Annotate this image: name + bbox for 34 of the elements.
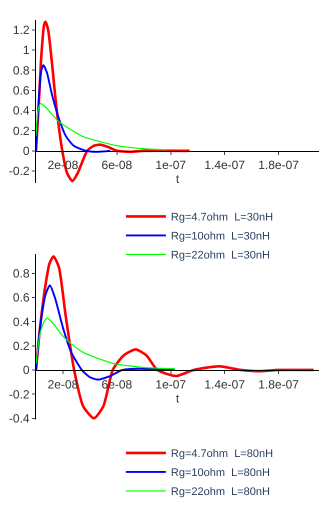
line-series [36,64,112,153]
x-axis-title: t [176,172,180,186]
y-tick-label: 1.2 [12,23,30,38]
y-tick-label: 0.4 [12,314,30,329]
y-tick-label: -0.2 [8,387,30,402]
legend-label: Rg=10ohm L=30nH [170,230,270,243]
x-tick-label: 1.4e-07 [204,158,246,172]
y-tick-label: -0.4 [8,412,30,426]
y-tick-label: 0.8 [12,63,30,78]
y-tick-label: 0.4 [12,104,30,118]
x-tick-label: 1e-07 [155,377,186,392]
x-tick-label: 1.8e-07 [258,377,300,392]
legend-label: Rg=4.7ohm L=80nH [170,448,274,460]
y-tick-label: 0 [22,363,30,378]
y-tick-label: 0.6 [12,290,30,305]
legend-label: Rg=22ohm L=80nH [170,486,270,498]
y-tick-label: 0.6 [12,84,30,98]
x-tick-label: 6e-08 [102,158,133,172]
x-tick-label: 1e-07 [155,158,186,172]
legend-label: Rg=10ohm L=80nH [170,467,270,480]
y-tick-label: 1 [22,43,30,58]
y-tick-label: 0.2 [12,339,30,353]
line-series [36,284,176,381]
line-series [36,102,168,150]
x-axis-title: t [176,391,180,406]
legend-label: Rg=4.7ohm L=30nH [170,212,274,224]
legend-label: Rg=22ohm L=30nH [170,250,270,262]
x-tick-label: 1.4e-07 [204,377,246,392]
line-series [36,317,176,370]
y-tick-label: 0.2 [12,124,30,138]
y-tick-label: -0.2 [8,164,30,178]
y-tick-label: 0.8 [12,266,30,280]
y-tick-label: 0 [22,144,30,158]
x-tick-label: 1.8e-07 [258,158,300,172]
